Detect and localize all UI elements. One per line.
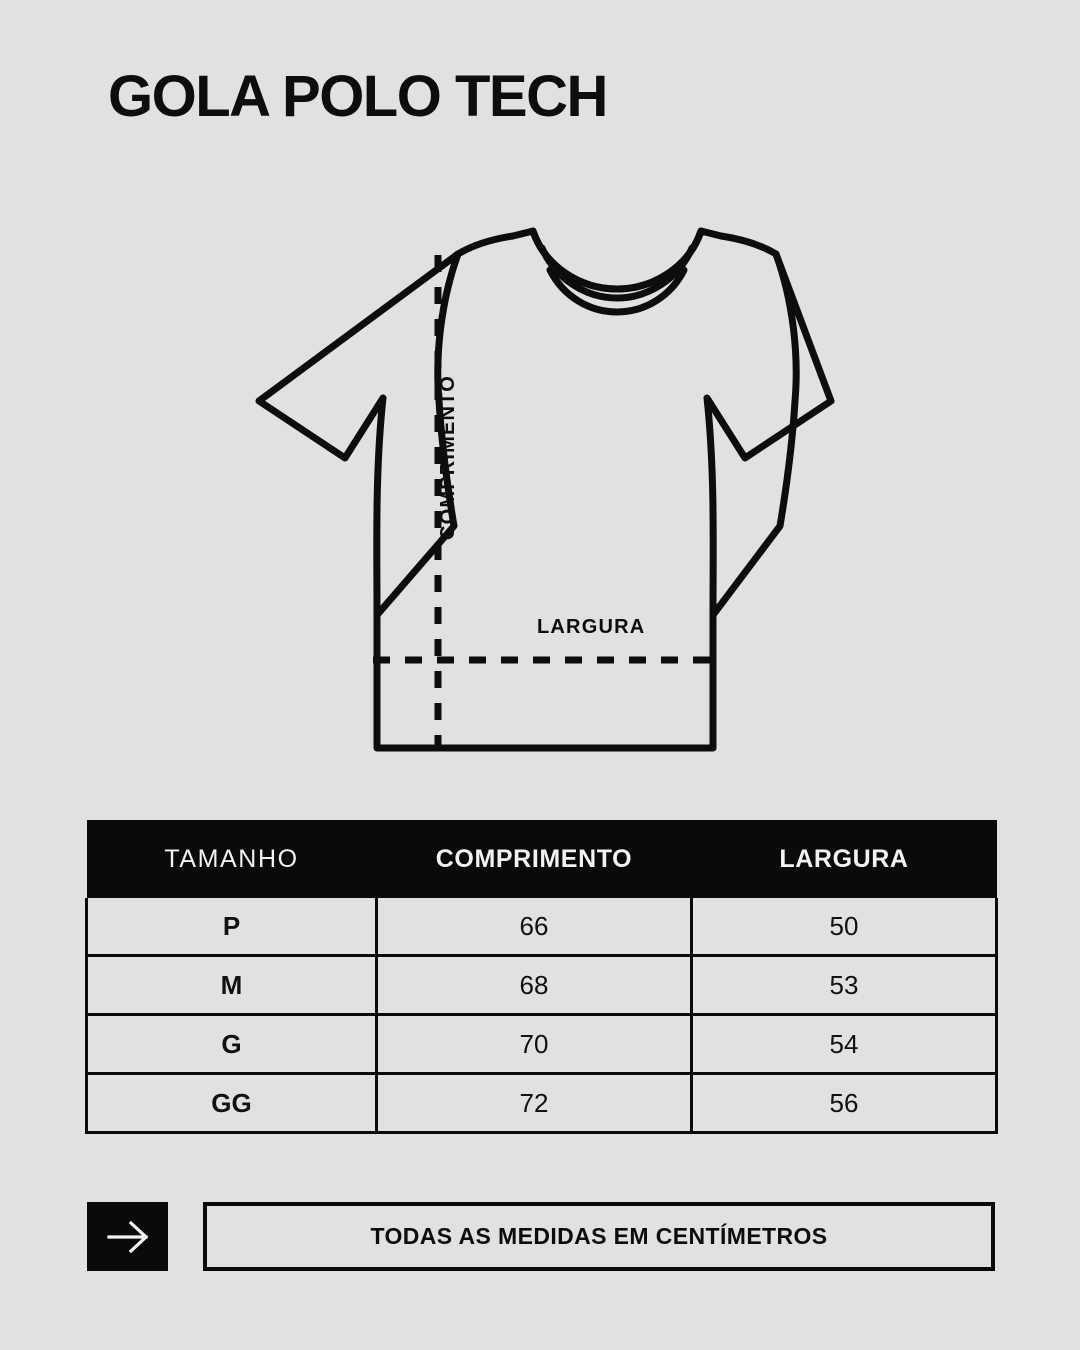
size-table: TAMANHO COMPRIMENTO LARGURA P 66 50 M 68…	[85, 820, 998, 1134]
table-row: P 66 50	[85, 898, 998, 957]
tshirt-outline-icon	[255, 227, 835, 752]
column-header-size: TAMANHO	[86, 820, 377, 898]
length-label: COMPRIMENTO	[437, 375, 459, 541]
tshirt-diagram	[245, 215, 845, 785]
cell-size: M	[85, 954, 378, 1016]
column-header-width: LARGURA	[691, 820, 997, 898]
size-table-body: P 66 50 M 68 53 G 70 54 GG 72 56	[85, 898, 998, 1134]
width-label: LARGURA	[537, 616, 646, 638]
cell-size: G	[85, 1013, 378, 1075]
cell-length: 72	[375, 1072, 693, 1134]
cell-size: GG	[85, 1072, 378, 1134]
measurement-unit-note: TODAS AS MEDIDAS EM CENTÍMETROS	[203, 1202, 995, 1271]
next-arrow-badge[interactable]	[87, 1202, 168, 1271]
table-row: G 70 54	[85, 1013, 998, 1075]
cell-length: 66	[375, 898, 693, 957]
cell-width: 53	[690, 954, 998, 1016]
size-table-head: TAMANHO COMPRIMENTO LARGURA	[86, 820, 997, 898]
cell-width: 56	[690, 1072, 998, 1134]
cell-width: 54	[690, 1013, 998, 1075]
table-row: M 68 53	[85, 954, 998, 1016]
arrow-right-icon	[106, 1220, 148, 1253]
measurement-unit-text: TODAS AS MEDIDAS EM CENTÍMETROS	[370, 1223, 828, 1249]
cell-length: 68	[375, 954, 693, 1016]
table-header-row: TAMANHO COMPRIMENTO LARGURA	[86, 820, 997, 898]
size-table-container: TAMANHO COMPRIMENTO LARGURA P 66 50 M 68…	[85, 820, 998, 1134]
cell-length: 70	[375, 1013, 693, 1075]
page-title: GOLA POLO TECH	[108, 64, 608, 129]
table-row: GG 72 56	[85, 1072, 998, 1134]
cell-size: P	[85, 898, 378, 957]
cell-width: 50	[690, 898, 998, 957]
column-header-length: COMPRIMENTO	[376, 820, 692, 898]
